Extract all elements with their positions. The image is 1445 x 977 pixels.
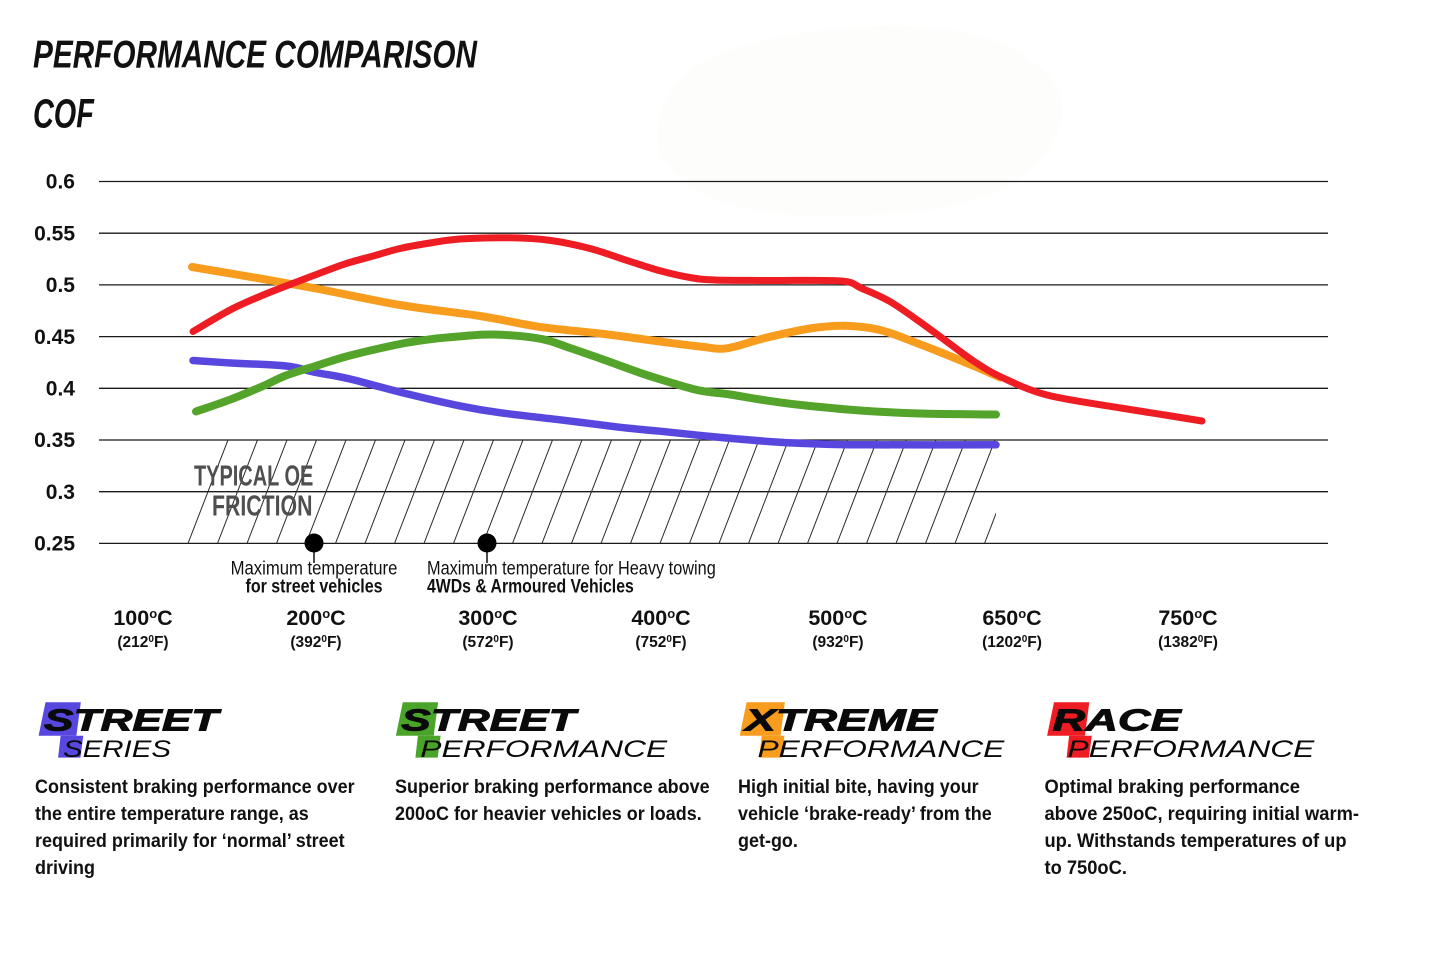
svg-text:PERFORMANCE: PERFORMANCE: [758, 736, 1006, 762]
svg-text:get-go.: get-go.: [738, 829, 798, 851]
svg-text:(3920F): (3920F): [290, 634, 341, 651]
svg-text:0.3: 0.3: [46, 481, 75, 504]
svg-text:4WDs & Armoured Vehicles: 4WDs & Armoured Vehicles: [427, 575, 634, 597]
svg-text:Superior braking performance a: Superior braking performance above: [395, 775, 710, 797]
svg-text:STREET: STREET: [44, 703, 221, 738]
svg-text:Consistent braking performance: Consistent braking performance over: [35, 775, 355, 797]
svg-text:RACE: RACE: [1053, 703, 1183, 737]
svg-text:up. Withstands temperatures of: up. Withstands temperatures of up: [1045, 831, 1347, 853]
svg-text:Maximum temperature: Maximum temperature: [231, 557, 398, 578]
svg-text:XTREME: XTREME: [743, 704, 939, 738]
svg-text:Maximum temperature for Heavy: Maximum temperature for Heavy towing: [427, 557, 716, 578]
svg-text:0.25: 0.25: [34, 533, 75, 556]
svg-text:200oC: 200oC: [286, 606, 345, 630]
svg-text:(12020F): (12020F): [982, 634, 1042, 651]
svg-text:driving: driving: [35, 856, 95, 878]
svg-text:required primarily for ‘normal: required primarily for ‘normal’ street: [35, 829, 345, 851]
svg-text:(2120F): (2120F): [117, 634, 168, 651]
svg-text:above 250oC, requiring initial: above 250oC, requiring initial warm-: [1045, 804, 1359, 826]
svg-text:to 750oC.: to 750oC.: [1045, 858, 1127, 880]
svg-text:for street vehicles: for street vehicles: [245, 575, 382, 597]
svg-text:(13820F): (13820F): [1158, 634, 1218, 651]
svg-text:500oC: 500oC: [808, 606, 867, 630]
svg-text:650oC: 650oC: [982, 606, 1041, 630]
svg-text:High initial bite, having your: High initial bite, having your: [738, 775, 979, 797]
svg-text:vehicle ‘brake-ready’ from the: vehicle ‘brake-ready’ from the: [738, 802, 992, 824]
svg-text:PERFORMANCE: PERFORMANCE: [1068, 736, 1316, 762]
svg-text:0.6: 0.6: [46, 171, 75, 194]
svg-text:STREET: STREET: [401, 703, 578, 738]
svg-text:750oC: 750oC: [1158, 606, 1217, 630]
svg-text:SERIES: SERIES: [63, 735, 171, 762]
svg-text:0.35: 0.35: [34, 429, 75, 452]
svg-text:COF: COF: [33, 90, 95, 136]
svg-text:300oC: 300oC: [458, 606, 517, 630]
svg-text:PERFORMANCE COMPARISON: PERFORMANCE COMPARISON: [33, 34, 478, 77]
svg-text:(7520F): (7520F): [635, 634, 686, 651]
svg-text:0.45: 0.45: [34, 326, 75, 349]
svg-text:TYPICAL OE: TYPICAL OE: [194, 461, 313, 492]
svg-text:PERFORMANCE: PERFORMANCE: [420, 736, 668, 762]
svg-text:(5720F): (5720F): [462, 634, 513, 651]
svg-text:the entire temperature range,: the entire temperature range, as: [35, 802, 309, 824]
svg-text:FRICTION: FRICTION: [212, 491, 312, 523]
svg-text:0.4: 0.4: [46, 378, 76, 401]
svg-text:0.55: 0.55: [34, 222, 75, 245]
svg-text:0.5: 0.5: [46, 274, 76, 297]
svg-text:Optimal braking performance: Optimal braking performance: [1045, 777, 1300, 799]
svg-text:200oC for heavier vehicles or: 200oC for heavier vehicles or loads.: [395, 802, 702, 824]
svg-text:(9320F): (9320F): [812, 634, 863, 651]
svg-text:400oC: 400oC: [631, 606, 690, 630]
svg-text:100oC: 100oC: [113, 606, 172, 630]
